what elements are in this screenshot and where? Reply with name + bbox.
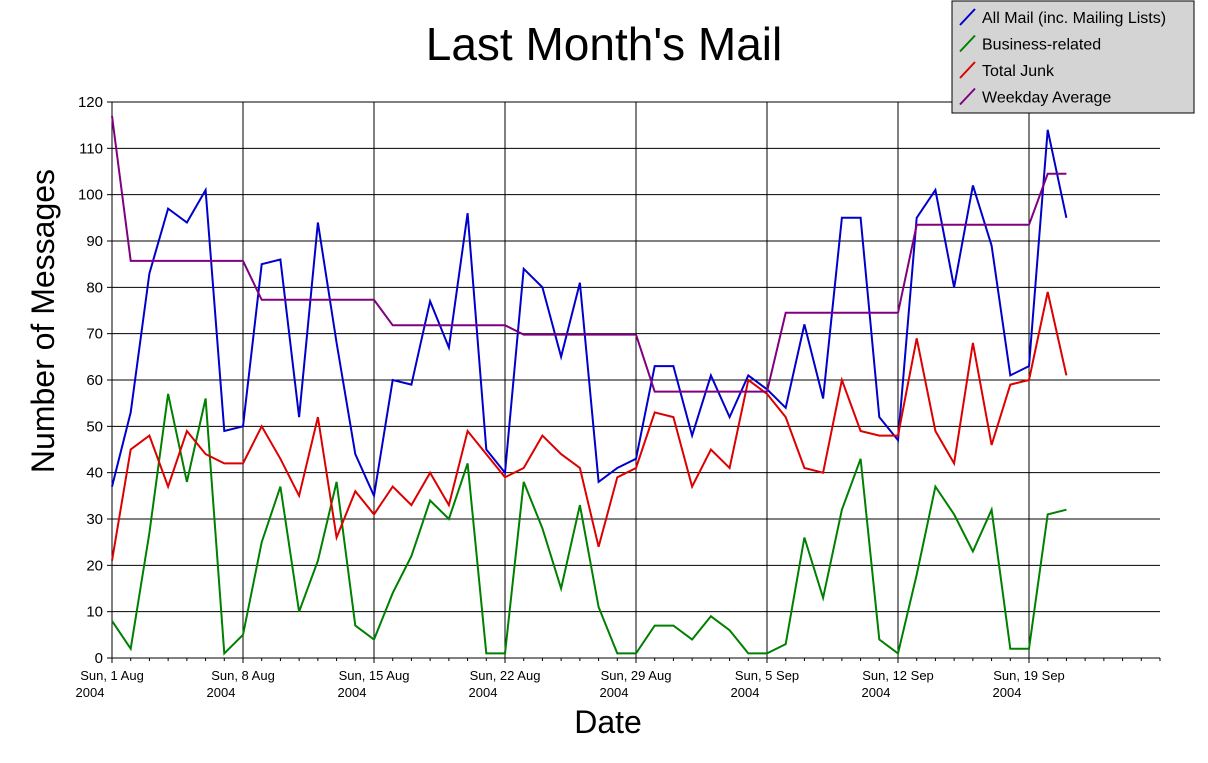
x-tick-year: 2004 xyxy=(76,685,105,700)
legend-label: Total Junk xyxy=(982,63,1055,80)
series-0-line xyxy=(111,129,1068,500)
y-tick-labels: 0 10 20 30 40 50 60 70 80 90 100 110 120 xyxy=(78,94,103,667)
legend-swatch xyxy=(959,34,976,53)
series-3-segment xyxy=(111,115,243,262)
legend-swatch xyxy=(959,8,976,26)
x-tick-label: Sun, 19 Sep xyxy=(993,668,1065,683)
x-axis-title: Date xyxy=(574,704,642,740)
series-lines xyxy=(111,115,1068,656)
x-tick-label: Sun, 1 Aug xyxy=(80,668,144,683)
y-tick-label: 50 xyxy=(86,418,103,435)
series-2-line xyxy=(111,291,1068,561)
y-tick-label: 90 xyxy=(86,233,103,250)
x-tick-year: 2004 xyxy=(862,685,891,700)
legend-label: All Mail (inc. Mailing Lists) xyxy=(982,10,1166,27)
y-tick-label: 100 xyxy=(78,187,103,204)
series-3-segment xyxy=(897,223,1029,314)
x-tick-label: Sun, 22 Aug xyxy=(470,668,541,683)
x-tick-year: 2004 xyxy=(600,685,629,700)
series-3-segment xyxy=(504,324,636,336)
y-tick-label: 0 xyxy=(95,650,103,667)
x-tick-year: 2004 xyxy=(731,685,760,700)
legend-label: Weekday Average xyxy=(982,90,1111,107)
y-tick-label: 20 xyxy=(86,557,103,574)
series-3-segment xyxy=(1028,172,1067,226)
y-tick-label: 70 xyxy=(86,326,103,343)
y-tick-label: 110 xyxy=(79,140,103,157)
legend-swatch xyxy=(959,61,976,79)
x-tick-label: Sun, 15 Aug xyxy=(339,668,410,683)
y-tick-label: 40 xyxy=(86,465,103,482)
y-tick-label: 60 xyxy=(86,372,103,389)
x-tick-year: 2004 xyxy=(469,685,498,700)
series-3-segment xyxy=(373,299,505,327)
x-tick-year: 2004 xyxy=(993,685,1022,700)
y-tick-label: 80 xyxy=(86,279,103,296)
series-1-line xyxy=(111,393,1067,656)
y-axis-title: Number of Messages xyxy=(25,169,61,473)
x-tick-year: 2004 xyxy=(207,685,236,700)
x-tick-label: Sun, 5 Sep xyxy=(735,668,799,683)
y-tick-label: 120 xyxy=(78,94,103,111)
chart-title: Last Month's Mail xyxy=(426,18,782,70)
x-tick-label: Sun, 8 Aug xyxy=(211,668,275,683)
series-3-segment xyxy=(635,334,767,393)
y-tick-label: 30 xyxy=(86,511,103,528)
axes xyxy=(107,101,1161,663)
legend-box xyxy=(951,0,1195,114)
grid xyxy=(112,101,1160,658)
y-tick-label: 10 xyxy=(86,604,103,621)
x-tick-label: Sun, 12 Sep xyxy=(862,668,934,683)
series-3-segment xyxy=(766,311,898,392)
x-tick-label: Sun, 29 Aug xyxy=(601,668,672,683)
legend: All Mail (inc. Mailing Lists) Business-re… xyxy=(951,0,1195,114)
series-3-segment xyxy=(242,260,374,301)
legend-swatch xyxy=(959,87,976,106)
x-tick-year: 2004 xyxy=(338,685,367,700)
legend-label: Business-related xyxy=(982,37,1101,54)
x-tick-labels: Sun, 1 Aug 2004 Sun, 8 Aug 2004 Sun, 15 Aug 2… xyxy=(76,668,1065,700)
